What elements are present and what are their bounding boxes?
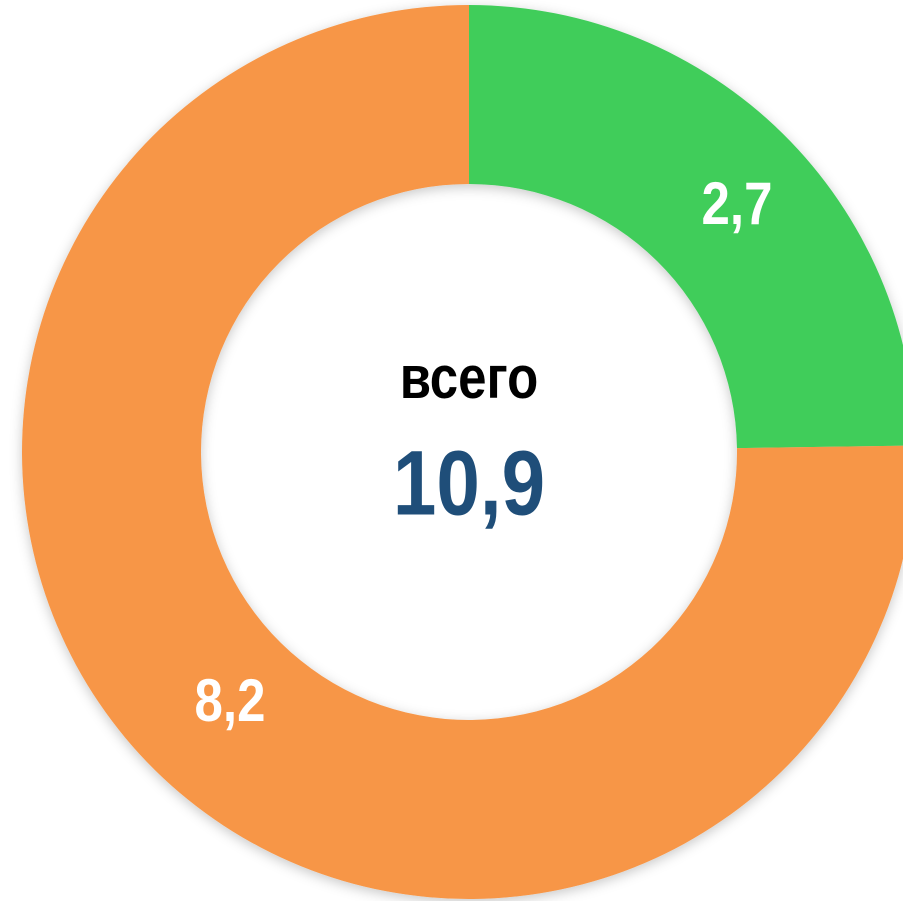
data-label: 8,2	[195, 667, 266, 734]
center-title: всего	[400, 344, 539, 411]
donut-segment	[22, 5, 903, 899]
center-total: 10,9	[393, 432, 545, 534]
donut-segment	[469, 5, 903, 449]
donut	[22, 5, 903, 899]
data-label: 2,7	[702, 170, 773, 237]
